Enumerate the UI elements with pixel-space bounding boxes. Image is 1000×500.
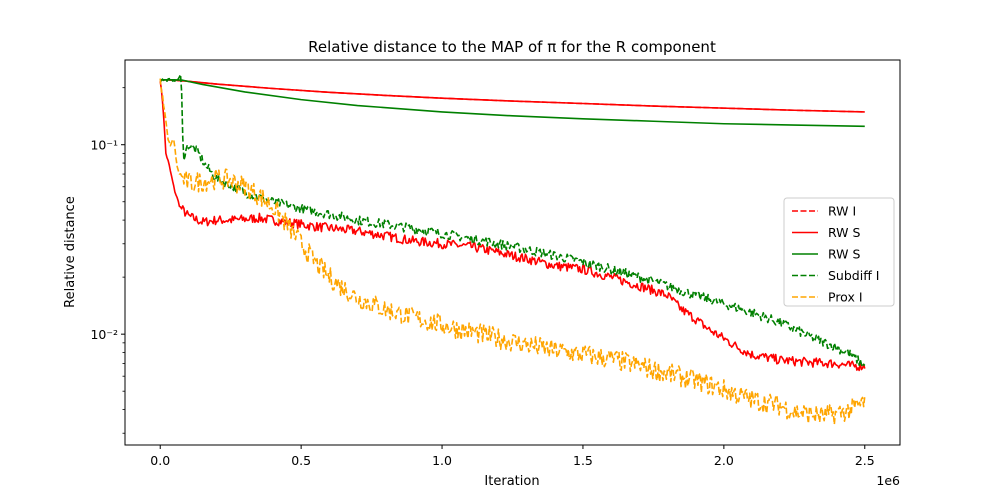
plot-area xyxy=(159,73,866,426)
x-tick-label: 2.0 xyxy=(714,453,734,468)
x-tick-label: 2.5 xyxy=(855,453,875,468)
series-line-5 xyxy=(159,81,866,372)
legend-label: RW S xyxy=(828,247,861,262)
legend-label: RW S xyxy=(828,225,861,240)
y-axis: 10⁻¹ 10⁻² xyxy=(90,87,125,434)
plot-frame xyxy=(124,59,901,446)
x-tick-label: 0.5 xyxy=(291,453,311,468)
x-offset-label: 1e6 xyxy=(876,473,900,488)
x-tick-label: 1.0 xyxy=(432,453,452,468)
legend-label: Subdiff I xyxy=(828,268,879,283)
chart-title: Relative distance to the MAP of π for th… xyxy=(308,38,716,56)
series-line-0 xyxy=(160,79,865,113)
legend-label: Prox I xyxy=(828,290,863,305)
x-tick-label: 1.5 xyxy=(573,453,593,468)
y-tick-label: 10⁻¹ xyxy=(90,138,118,153)
x-axis: 0.0 0.5 1.0 1.5 2.0 2.5 xyxy=(150,445,875,468)
legend-label: RW I xyxy=(828,204,856,219)
series-line-1 xyxy=(160,79,865,113)
legend: RW I RW S RW S Subdiff I Prox I xyxy=(783,197,895,307)
series-line-2 xyxy=(160,79,865,128)
y-tick-label: 10⁻² xyxy=(90,327,118,342)
series-line-4 xyxy=(159,78,866,426)
legend-box xyxy=(783,197,895,307)
x-tick-label: 0.0 xyxy=(150,453,170,468)
y-axis-label: Relative distance xyxy=(63,196,78,308)
series-line-3 xyxy=(159,73,866,368)
x-axis-label: Iteration xyxy=(484,474,539,489)
